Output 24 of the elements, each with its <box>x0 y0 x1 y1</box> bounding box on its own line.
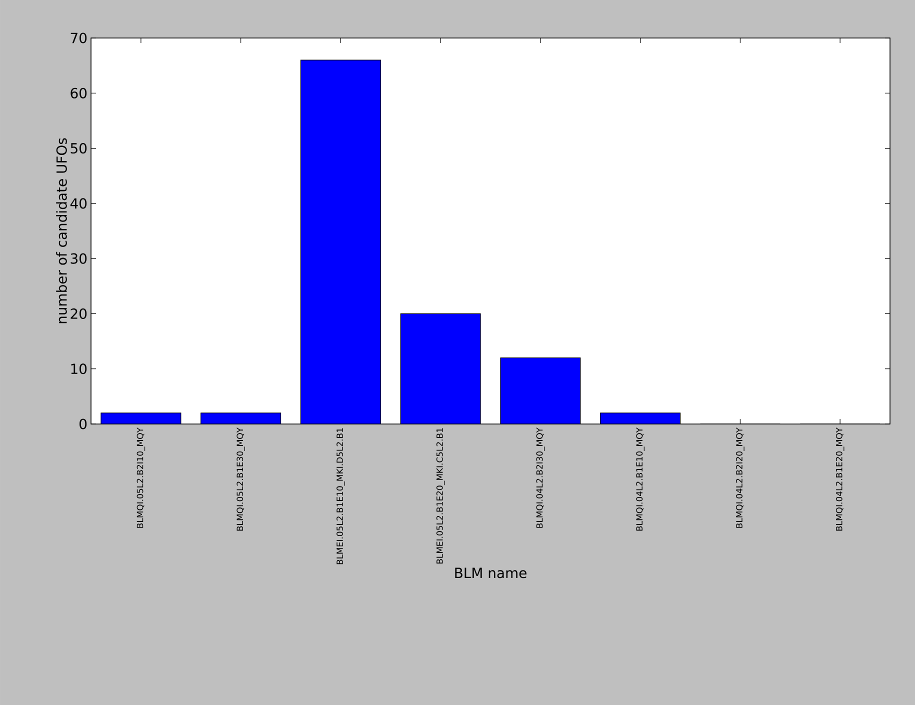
x-axis-title: BLM name <box>455 568 526 578</box>
bar <box>200 412 281 424</box>
x-tick-label: BLMQI.04L2.B1E10_MQY <box>636 428 644 531</box>
x-tick-label: BLMQI.04L2.B2I30_MQY <box>536 428 545 528</box>
y-tick-label: 40 <box>70 198 87 209</box>
x-tick-label: BLMQI.04L2.B2I20_MQY <box>736 428 744 528</box>
x-tick-label: BLMEI.05L2.B1E10_MKI.D5L2.B1 <box>336 428 345 564</box>
bar <box>600 412 680 424</box>
x-tick-label: BLMEI.05L2.B1E20_MKI.C5L2.B1 <box>436 428 445 564</box>
y-tick-label: 20 <box>70 308 87 319</box>
y-tick-label: 70 <box>70 32 87 44</box>
bar <box>500 358 580 424</box>
x-tick-label: BLMQI.04L2.B1E20_MQY <box>836 428 844 531</box>
y-tick-label: 30 <box>70 253 87 264</box>
bar <box>300 60 381 424</box>
x-tick-label: BLMQI.05L2.B2I10_MQY <box>136 428 146 528</box>
bar <box>100 412 181 424</box>
y-tick-label: 10 <box>71 364 87 374</box>
y-tick-label: 50 <box>70 142 87 154</box>
y-axis-title: number of candidate UFOs <box>56 138 67 324</box>
y-tick-label: 60 <box>70 88 87 98</box>
y-tick-label: 0 <box>80 418 87 430</box>
x-tick-label: BLMQI.05L2.B1E30_MQY <box>236 428 245 531</box>
bar <box>400 314 481 424</box>
